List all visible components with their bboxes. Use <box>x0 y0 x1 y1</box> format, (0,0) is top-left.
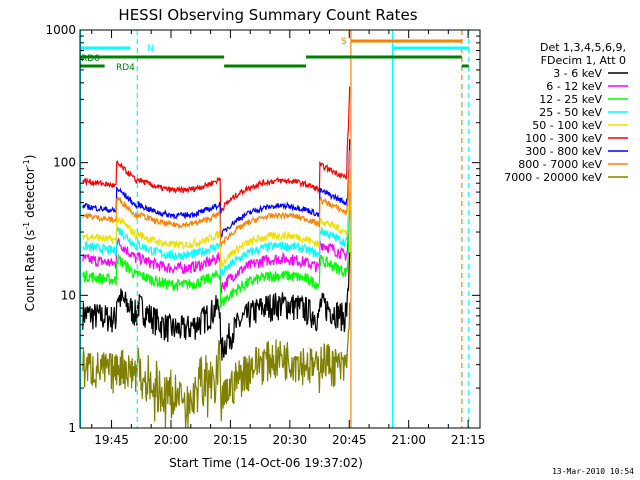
series-line-3 <box>82 174 351 277</box>
legend-header-line: Det 1,3,4,5,6,9, <box>540 41 626 54</box>
series-line-8 <box>82 302 351 429</box>
y-axis-label: Count Rate (s-1 detector-1) <box>22 155 37 312</box>
series-line-5 <box>82 86 351 214</box>
timestamp: 13-Mar-2010 10:54 <box>552 467 634 476</box>
legend-label-5: 100 - 300 keV <box>525 132 602 145</box>
x-tick-label: 20:45 <box>332 433 367 447</box>
legend-header-line: FDecim 1, Att 0 <box>541 54 626 67</box>
series-line-4 <box>82 169 351 269</box>
legend-label-8: 7000 - 20000 keV <box>504 171 602 184</box>
chart-title: HESSI Observing Summary Count Rates <box>118 6 417 24</box>
flag-label-rd0: RD0 <box>81 54 100 64</box>
y-tick-label: 100 <box>53 156 76 170</box>
legend-label-6: 300 - 800 keV <box>525 145 602 158</box>
series-line-6 <box>82 139 351 239</box>
x-tick-label: 20:00 <box>154 433 189 447</box>
x-tick-label: 21:15 <box>451 433 486 447</box>
series-line-1 <box>82 191 351 294</box>
legend-label-3: 25 - 50 keV <box>539 106 602 119</box>
y-tick-label: 10 <box>61 288 76 302</box>
legend-label-2: 12 - 25 keV <box>539 93 602 106</box>
legend: Det 1,3,4,5,6,9,FDecim 1, Att 03 - 6 keV… <box>504 41 628 184</box>
y-tick-label: 1 <box>68 421 76 435</box>
axes: 1 10 100 1000 19:45 20:00 20:15 20:30 20:45 21:00… <box>45 23 485 447</box>
plot-area: N S RD0 RD4 <box>79 30 470 429</box>
series-line-2 <box>82 210 351 309</box>
series-line-7 <box>82 150 351 247</box>
y-tick-label: 1000 <box>45 23 76 37</box>
series-line-0 <box>82 252 351 361</box>
flag-label-rd4: RD4 <box>116 63 135 73</box>
x-tick-label: 21:00 <box>391 433 426 447</box>
legend-label-4: 50 - 100 keV <box>532 119 602 132</box>
x-axis-label: Start Time (14-Oct-06 19:37:02) <box>169 456 363 470</box>
x-tick-label: 20:30 <box>273 433 308 447</box>
x-tick-label: 19:45 <box>94 433 129 447</box>
legend-label-7: 800 - 7000 keV <box>518 158 602 171</box>
flag-label-s: S <box>341 37 347 47</box>
x-tick-label: 20:15 <box>213 433 248 447</box>
legend-label-1: 6 - 12 keV <box>546 80 602 93</box>
plot-frame <box>79 29 481 429</box>
legend-label-0: 3 - 6 keV <box>553 67 602 80</box>
flag-label-n: N <box>147 44 154 54</box>
svg-text:Count Rate (s-1 detector-1): Count Rate (s-1 detector-1) <box>22 155 37 312</box>
